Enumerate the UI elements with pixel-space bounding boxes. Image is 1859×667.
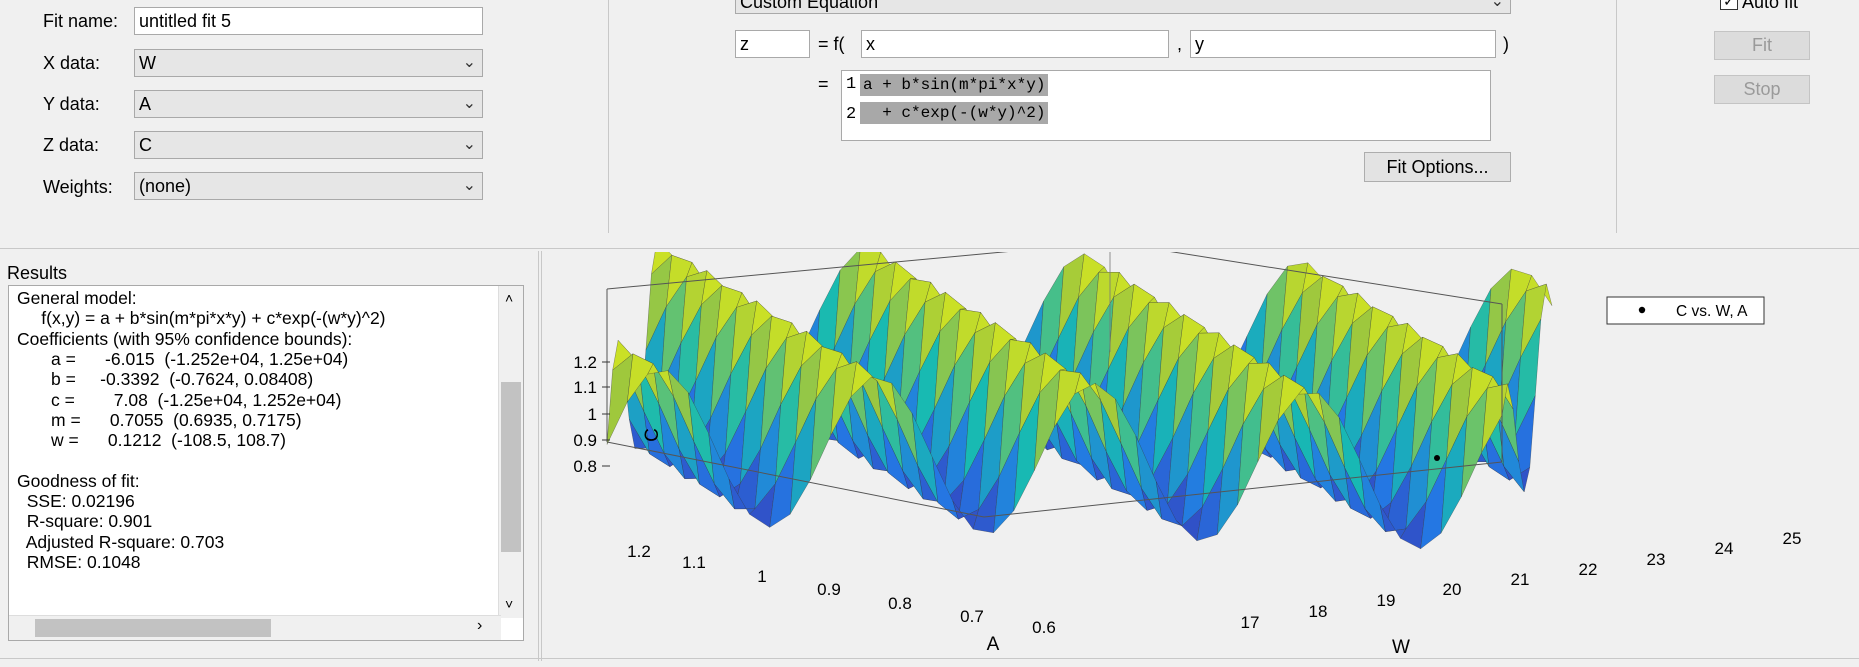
w-axis-label: W <box>1392 637 1410 657</box>
fit-name-input[interactable]: untitled fit 5 <box>134 7 483 35</box>
chevron-down-icon: ⌄ <box>462 54 476 71</box>
w-tick-label: 21 <box>1511 570 1530 589</box>
comma-label: , <box>1177 34 1183 54</box>
data-point <box>1434 455 1440 461</box>
w-tick-label: 25 <box>1783 529 1802 548</box>
vertical-scroll-thumb[interactable] <box>501 382 521 552</box>
results-title: Results <box>7 263 68 283</box>
close-paren-label: ) <box>1503 34 1509 54</box>
weights-select[interactable]: (none) ⌄ <box>134 172 483 200</box>
a-axis-label: A <box>987 634 1000 655</box>
a-tick-label: 0.9 <box>817 580 841 599</box>
fit-type-select[interactable]: Custom Equation ⌄ <box>735 0 1511 14</box>
a-tick-label: 0.7 <box>960 607 984 626</box>
chevron-down-icon: ⌄ <box>1490 0 1504 10</box>
a-tick-label: 1.2 <box>627 542 651 561</box>
fit-button[interactable]: Fit <box>1714 31 1810 60</box>
results-line: f(x,y) = a + b*sin(m*pi*x*y) + c*exp(-(w… <box>17 308 386 329</box>
surface-plot[interactable]: 1.2 1.1 1 0.9 0.8 C 1.2 1.1 1 0.9 0.8 0.7 0.6 A 17 18 19… <box>544 252 1859 657</box>
equation-editor[interactable]: 1 a + b*sin(m*pi*x*y) 2 + c*exp(-(w*y)^2… <box>841 70 1491 141</box>
fit-options-button[interactable]: Fit Options... <box>1364 152 1511 182</box>
z-data-select[interactable]: C ⌄ <box>134 131 483 159</box>
horizontal-scroll-thumb[interactable] <box>35 619 271 637</box>
legend-entry: C vs. W, A <box>1676 303 1748 320</box>
horizontal-divider <box>0 248 1859 249</box>
vertical-scrollbar[interactable]: ˄ ˅ <box>498 286 523 618</box>
w-tick-label: 24 <box>1715 539 1734 558</box>
horizontal-scrollbar[interactable]: › <box>9 615 501 640</box>
chevron-down-icon: ⌄ <box>462 177 476 194</box>
c-tick-label: 0.8 <box>573 457 597 476</box>
chevron-down-icon: ⌄ <box>462 136 476 153</box>
z-data-label: Z data: <box>43 135 100 155</box>
a-tick-label: 0.6 <box>1032 618 1056 637</box>
results-line: Adjusted R-square: 0.703 <box>17 531 225 552</box>
a-tick-label: 1 <box>757 567 766 586</box>
panel-divider <box>1616 0 1617 233</box>
bottom-divider <box>0 658 1859 659</box>
c-axis-label: C <box>642 428 663 442</box>
equals-label: = <box>818 74 829 94</box>
w-tick-label: 22 <box>1579 560 1598 579</box>
legend-marker <box>1638 306 1646 314</box>
plot-legend: C vs. W, A <box>1606 296 1765 325</box>
results-line: Goodness of fit: <box>17 470 140 491</box>
a-tick-label: 1.1 <box>682 553 706 572</box>
weights-value: (none) <box>139 176 192 196</box>
x-data-label: X data: <box>43 53 101 73</box>
f-open-label: = f( <box>818 34 845 54</box>
results-line: b = -0.3392 (-0.7624, 0.08408) <box>17 369 314 390</box>
x-data-value: W <box>139 53 156 73</box>
stop-button[interactable]: Stop <box>1714 75 1810 104</box>
w-tick-label: 17 <box>1241 613 1260 632</box>
auto-fit-checkbox[interactable]: ✓ <box>1720 0 1738 10</box>
chevron-down-icon: ⌄ <box>462 95 476 112</box>
w-tick-label: 18 <box>1309 602 1328 621</box>
equation-line: a + b*sin(m*pi*x*y) <box>860 74 1049 96</box>
auto-fit-label: Auto fit <box>1742 0 1799 12</box>
w-tick-label: 19 <box>1377 591 1396 610</box>
results-line: General model: <box>17 288 137 308</box>
scroll-down-icon[interactable]: ˅ <box>505 596 514 612</box>
y-data-value: A <box>139 94 152 114</box>
legend-box <box>1606 296 1765 325</box>
output-variable-input[interactable]: z <box>735 30 810 58</box>
weights-label: Weights: <box>43 177 113 197</box>
y-data-label: Y data: <box>43 94 100 114</box>
c-tick-label: 0.9 <box>573 431 597 450</box>
results-line: w = 0.1212 (-108.5, 108.7) <box>17 430 286 451</box>
fit-name-label: Fit name: <box>43 11 119 31</box>
results-line: c = 7.08 (-1.25e+04, 1.252e+04) <box>17 389 342 410</box>
surface-mesh <box>606 252 1553 550</box>
independent-var-x-input[interactable]: x <box>861 30 1169 58</box>
results-line: SSE: 0.02196 <box>17 491 135 511</box>
results-line: m = 0.7055 (0.6935, 0.7175) <box>17 409 302 430</box>
z-data-value: C <box>139 135 152 155</box>
results-plot-divider <box>541 251 542 661</box>
results-line: a = -6.015 (-1.252e+04, 1.25e+04) <box>17 348 349 369</box>
results-line: Coefficients (with 95% confidence bounds… <box>17 328 353 349</box>
line-number: 2 <box>846 105 857 124</box>
w-tick-label: 23 <box>1647 550 1666 569</box>
fit-type-value: Custom Equation <box>740 0 879 12</box>
panel-divider <box>608 0 609 233</box>
c-tick-label: 1 <box>588 405 597 424</box>
results-line: R-square: 0.901 <box>17 511 153 532</box>
plot-axes: 1.2 1.1 1 0.9 0.8 C 1.2 1.1 1 0.9 0.8 0.7 0.6 A 17 18 19… <box>573 252 1801 657</box>
c-tick-label: 1.2 <box>573 353 597 372</box>
equation-line: + c*exp(-(w*y)^2) <box>860 102 1049 124</box>
y-data-select[interactable]: A ⌄ <box>134 90 483 118</box>
independent-var-y-input[interactable]: y <box>1190 30 1496 58</box>
results-plot-divider <box>538 251 539 661</box>
x-data-select[interactable]: W ⌄ <box>134 49 483 77</box>
c-tick-label: 1.1 <box>573 378 597 397</box>
scroll-right-icon[interactable]: › <box>477 617 483 634</box>
w-tick-label: 20 <box>1443 580 1462 599</box>
results-panel[interactable]: General model: f(x,y) = a + b*sin(m*pi*x… <box>8 285 524 641</box>
line-number: 1 <box>846 75 857 94</box>
scroll-up-icon[interactable]: ˄ <box>505 290 514 306</box>
results-line: RMSE: 0.1048 <box>17 551 141 572</box>
a-tick-label: 0.8 <box>888 594 912 613</box>
